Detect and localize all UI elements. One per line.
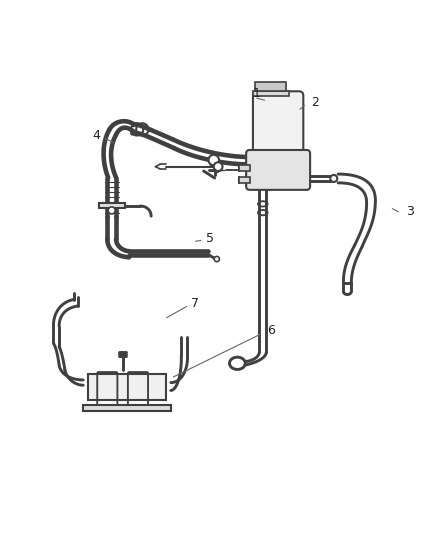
Bar bbox=[99, 203, 125, 208]
Circle shape bbox=[214, 167, 219, 172]
Text: 1: 1 bbox=[252, 87, 260, 100]
Text: 5: 5 bbox=[206, 231, 214, 245]
Bar bbox=[253, 91, 289, 96]
Text: 4: 4 bbox=[92, 128, 100, 142]
Bar bbox=[239, 165, 250, 171]
Bar bbox=[255, 82, 286, 91]
Circle shape bbox=[214, 162, 223, 171]
Circle shape bbox=[330, 175, 337, 182]
Text: 7: 7 bbox=[191, 297, 199, 310]
Text: 3: 3 bbox=[406, 205, 413, 218]
Bar bbox=[239, 177, 250, 183]
Circle shape bbox=[108, 207, 115, 214]
FancyBboxPatch shape bbox=[253, 91, 303, 157]
Circle shape bbox=[214, 256, 219, 262]
Bar bbox=[88, 374, 166, 400]
FancyBboxPatch shape bbox=[246, 150, 310, 190]
Text: 6: 6 bbox=[268, 324, 276, 336]
Text: 2: 2 bbox=[311, 96, 319, 109]
Circle shape bbox=[208, 155, 219, 165]
Bar bbox=[83, 405, 171, 410]
